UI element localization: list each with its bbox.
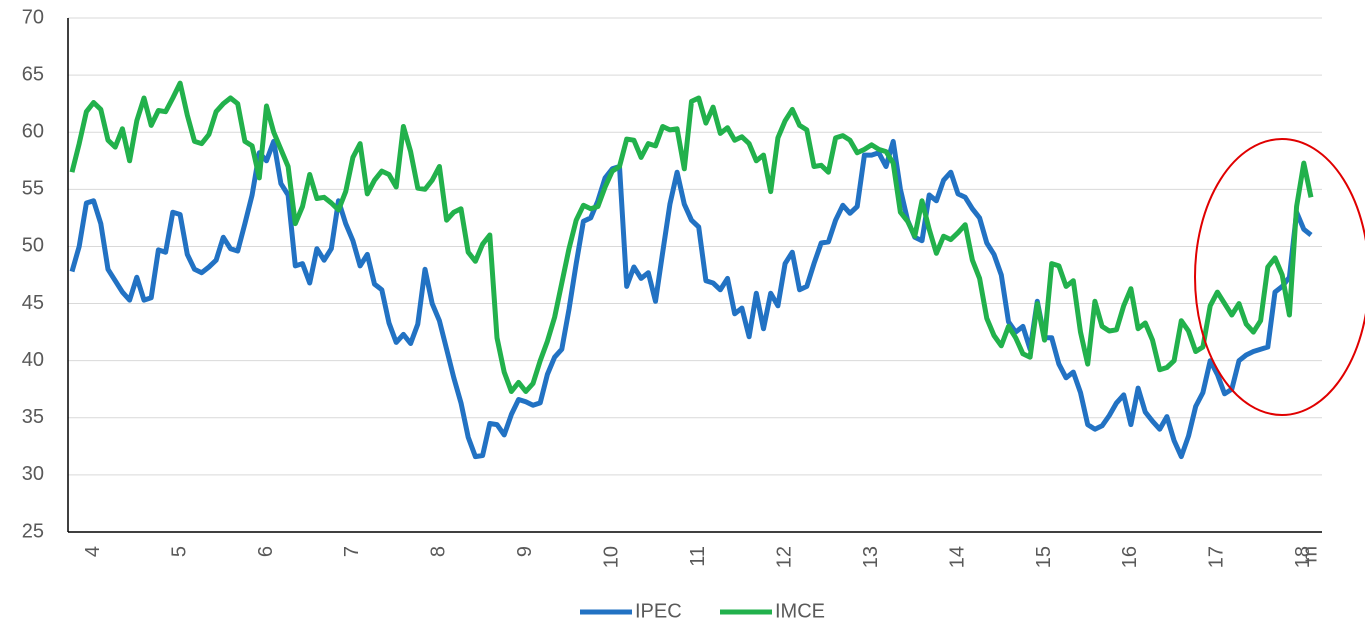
x-tick-label: 15 bbox=[1033, 546, 1055, 568]
x-tick-label: 7 bbox=[341, 546, 363, 557]
series-line bbox=[69, 80, 1314, 394]
x-tick-label: 4 bbox=[82, 546, 104, 557]
x-tick-label: 12 bbox=[773, 546, 795, 568]
x-tick-label: 10 bbox=[601, 546, 623, 568]
x-tick-label: 5 bbox=[168, 546, 190, 557]
highlight-ellipse bbox=[1194, 138, 1365, 416]
y-tick-label: 30 bbox=[22, 463, 44, 485]
y-tick-label: 55 bbox=[22, 178, 44, 200]
series-line bbox=[69, 138, 1313, 460]
y-tick-label: 65 bbox=[22, 63, 44, 85]
x-tick-label: 11 bbox=[687, 546, 709, 567]
x-tick-label: 9 bbox=[514, 546, 536, 557]
x-tick-label: 17 bbox=[1206, 546, 1228, 568]
x-tick-label: 14 bbox=[946, 546, 968, 568]
x-tick-label: 8 bbox=[428, 546, 450, 557]
y-tick-label: 45 bbox=[22, 292, 44, 314]
x-tick-label: 6 bbox=[255, 546, 277, 557]
x-tick-label: 16 bbox=[1119, 546, 1141, 568]
y-tick-label: 60 bbox=[22, 121, 44, 143]
y-tick-label: 70 bbox=[22, 6, 44, 28]
x-tick-label: m bbox=[1299, 546, 1321, 563]
legend-label: IPEC bbox=[635, 600, 682, 622]
y-tick-label: 40 bbox=[22, 349, 44, 371]
y-tick-label: 35 bbox=[22, 406, 44, 428]
y-tick-label: 50 bbox=[22, 235, 44, 257]
x-tick-label: 13 bbox=[860, 546, 882, 568]
legend-label: IMCE bbox=[775, 600, 825, 622]
y-tick-label: 25 bbox=[22, 520, 44, 542]
x-tick-label: 18 bbox=[1292, 546, 1314, 568]
